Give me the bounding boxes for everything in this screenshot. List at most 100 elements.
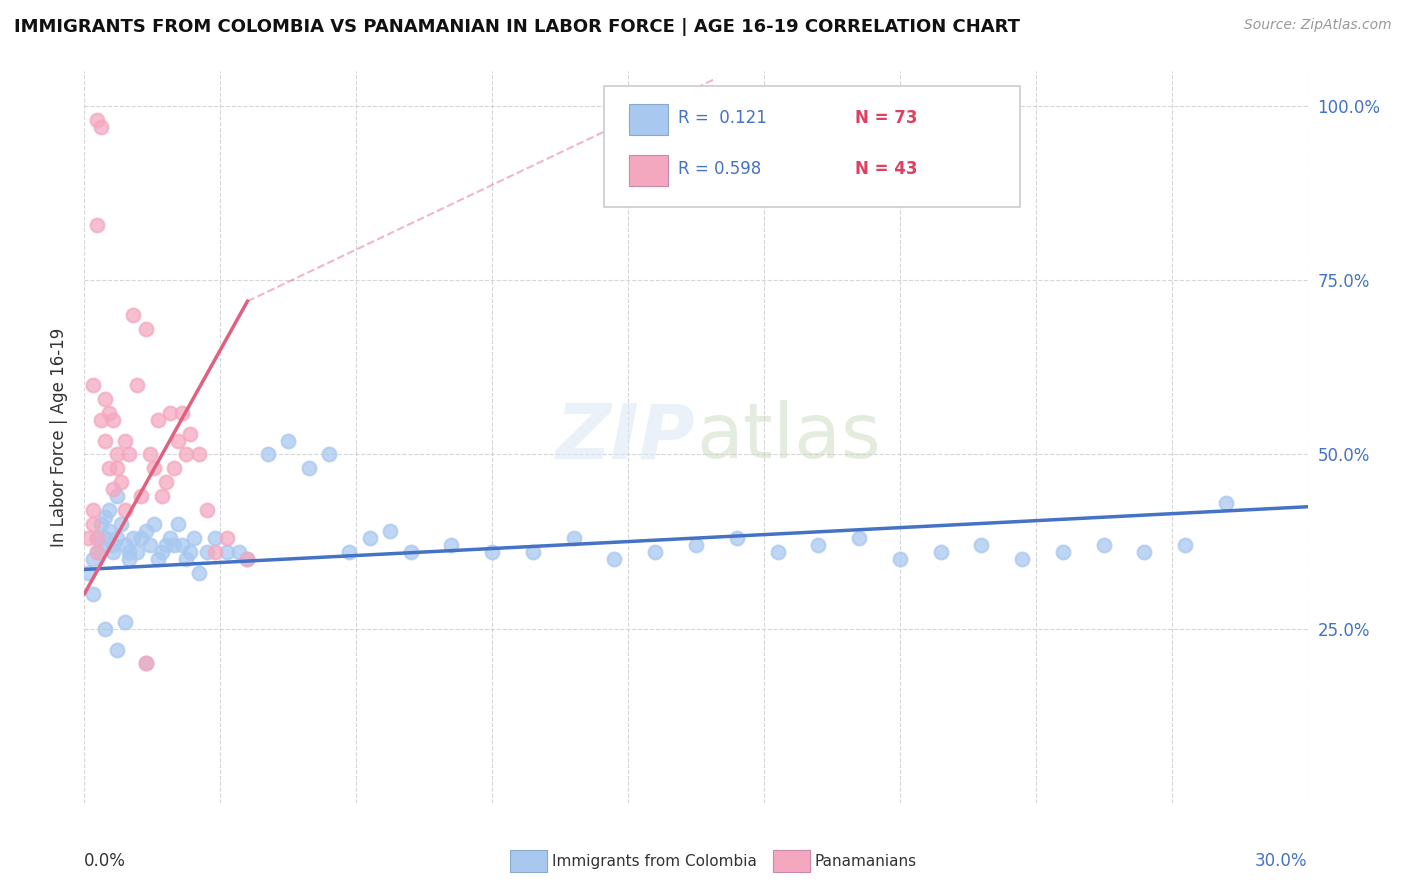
Point [131, 489, 153, 503]
Point [159, 531, 181, 545]
Point [86, 113, 108, 128]
Point [135, 322, 157, 336]
Point [236, 552, 259, 566]
Point [318, 448, 340, 462]
Point [195, 503, 218, 517]
Text: atlas: atlas [696, 401, 880, 474]
Point [77, 566, 100, 580]
Point [135, 524, 157, 538]
Point [135, 657, 157, 671]
Point [93, 622, 115, 636]
Point [146, 412, 169, 426]
Point [118, 448, 141, 462]
Point [204, 545, 226, 559]
Point [183, 531, 205, 545]
Point [163, 461, 186, 475]
Point [77, 531, 100, 545]
Point [522, 545, 544, 559]
Point [86, 545, 108, 559]
Text: ZIP: ZIP [557, 401, 696, 474]
Point [142, 517, 165, 532]
Point [187, 566, 209, 580]
Point [146, 552, 169, 566]
Point [204, 531, 226, 545]
Point [217, 545, 239, 559]
FancyBboxPatch shape [628, 104, 668, 135]
Point [167, 434, 190, 448]
Point [86, 531, 108, 545]
Point [90, 517, 112, 532]
Point [359, 531, 381, 545]
Point [114, 434, 136, 448]
Text: R =  0.121: R = 0.121 [678, 109, 766, 128]
FancyBboxPatch shape [628, 155, 668, 186]
Point [114, 615, 136, 629]
Point [138, 448, 160, 462]
Point [848, 531, 870, 545]
Point [110, 475, 132, 490]
Point [562, 531, 585, 545]
Point [82, 503, 104, 517]
Point [90, 412, 112, 426]
Point [86, 531, 108, 545]
Text: IMMIGRANTS FROM COLOMBIA VS PANAMANIAN IN LABOR FORCE | AGE 16-19 CORRELATION CH: IMMIGRANTS FROM COLOMBIA VS PANAMANIAN I… [14, 18, 1021, 36]
Point [93, 531, 115, 545]
Point [236, 552, 259, 566]
Point [174, 448, 197, 462]
Point [399, 545, 422, 559]
FancyBboxPatch shape [605, 86, 1021, 207]
Point [277, 434, 299, 448]
Point [101, 483, 124, 497]
Point [380, 524, 402, 538]
Point [172, 406, 194, 420]
Point [889, 552, 911, 566]
FancyBboxPatch shape [510, 850, 547, 872]
Point [97, 406, 120, 420]
Point [82, 517, 104, 532]
Point [1052, 545, 1074, 559]
FancyBboxPatch shape [773, 850, 810, 872]
Point [131, 531, 153, 545]
Text: R = 0.598: R = 0.598 [678, 161, 761, 178]
Point [1133, 545, 1156, 559]
Point [90, 538, 112, 552]
Point [172, 538, 194, 552]
Point [1011, 552, 1033, 566]
Point [807, 538, 830, 552]
Point [97, 524, 120, 538]
Point [101, 538, 124, 552]
Point [93, 434, 115, 448]
Y-axis label: In Labor Force | Age 16-19: In Labor Force | Age 16-19 [51, 327, 69, 547]
Point [135, 657, 157, 671]
Point [82, 552, 104, 566]
Point [603, 552, 626, 566]
Point [110, 517, 132, 532]
Point [105, 489, 128, 503]
Text: Immigrants from Colombia: Immigrants from Colombia [551, 854, 756, 869]
Point [122, 308, 145, 322]
Point [82, 377, 104, 392]
Point [155, 475, 177, 490]
Text: N = 73: N = 73 [855, 109, 918, 128]
Point [105, 461, 128, 475]
Point [114, 538, 136, 552]
Point [86, 545, 108, 559]
Point [118, 545, 141, 559]
Point [257, 448, 280, 462]
Point [228, 545, 250, 559]
Text: N = 43: N = 43 [855, 161, 918, 178]
Point [82, 587, 104, 601]
Point [122, 531, 145, 545]
Point [138, 538, 160, 552]
Point [127, 377, 149, 392]
Point [97, 503, 120, 517]
Point [298, 461, 321, 475]
Point [1215, 496, 1237, 510]
Point [195, 545, 218, 559]
Text: 0.0%: 0.0% [84, 853, 127, 871]
Point [101, 412, 124, 426]
Point [685, 538, 707, 552]
Point [118, 552, 141, 566]
Point [167, 517, 190, 532]
Point [644, 545, 666, 559]
